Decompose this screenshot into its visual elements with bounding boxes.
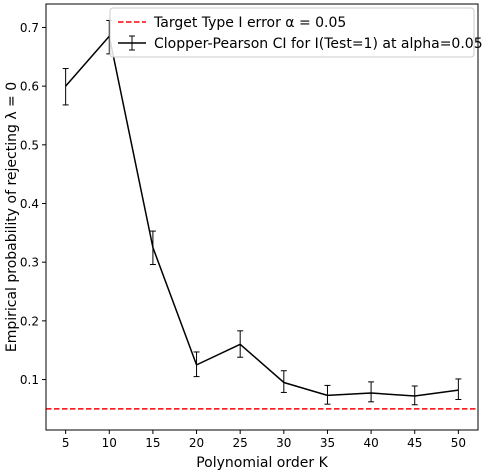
series-line-0: [65, 35, 459, 397]
y-axis-title: Empirical probability of rejecting λ = 0: [4, 82, 20, 352]
x-tick-label: 15: [145, 436, 160, 450]
errorbar-point-6: [324, 384, 331, 405]
x-tick-label: 30: [276, 436, 291, 450]
errorbar-point-5: [280, 370, 287, 393]
y-tick-label: 0.5: [20, 138, 39, 152]
legend-label-series: Clopper-Pearson CI for I(Test=1) at alph…: [154, 36, 483, 52]
legend-label-reference: Target Type I error α = 0.05: [153, 15, 346, 31]
x-tick-label: 45: [407, 436, 422, 450]
y-tick-label: 0.2: [20, 314, 39, 328]
legend-swatch-series: [118, 35, 146, 51]
y-tick-label: 0.3: [20, 256, 39, 270]
legend-box: [109, 7, 475, 58]
plot-area: [46, 19, 478, 410]
x-tick-label: 50: [451, 436, 466, 450]
x-axis-title: Polynomial order K: [196, 455, 328, 471]
axes: 5 10 15 20 25 30 35 40 45 50 0.1 0.2 0.3 0.4 0.5 0.6 0.7…: [4, 3, 479, 471]
x-tick-label: 25: [233, 436, 248, 450]
x-tick-label: 10: [102, 436, 117, 450]
y-tick-label: 0.1: [20, 373, 39, 387]
y-tick-label: 0.6: [20, 80, 39, 94]
y-tick-label: 0.7: [20, 21, 39, 35]
axes-frame: [45, 3, 479, 431]
x-tick-label: 20: [189, 436, 204, 450]
errorbar-point-2: [149, 230, 156, 266]
errorbar-point-3: [193, 351, 200, 378]
errorbar-point-9: [455, 378, 462, 400]
errorbar-point-8: [411, 385, 418, 406]
y-tick-label: 0.4: [20, 197, 39, 211]
errorbar-point-7: [368, 381, 375, 403]
x-tick-label: 35: [320, 436, 335, 450]
errorbar-point-0: [62, 68, 69, 106]
legend: Target Type I error α = 0.05 Clopper-Pear…: [109, 7, 483, 58]
x-tick-label: 5: [62, 436, 70, 450]
errorbar-point-4: [237, 330, 244, 358]
x-tick-label: 40: [363, 436, 378, 450]
